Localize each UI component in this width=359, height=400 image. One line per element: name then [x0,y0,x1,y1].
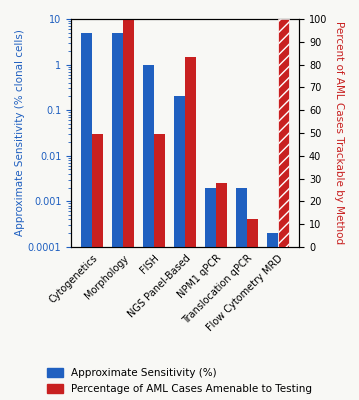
Bar [123,19,134,400]
Bar [112,33,123,400]
Bar [154,134,165,400]
Bar [267,233,278,400]
Bar [185,56,196,400]
Bar [278,19,289,247]
Bar [247,220,258,400]
Bar [174,96,185,400]
Bar [236,188,247,400]
Bar [81,33,92,400]
Bar [143,64,154,400]
Bar [92,134,103,400]
Legend: Approximate Sensitivity (%), Percentage of AML Cases Amenable to Testing: Approximate Sensitivity (%), Percentage … [43,364,316,398]
Bar [205,188,216,400]
Y-axis label: Percent of AML Cases Trackable by Method: Percent of AML Cases Trackable by Method [334,22,344,244]
Y-axis label: Approximate Sensitivity (% clonal cells): Approximate Sensitivity (% clonal cells) [15,30,25,236]
Bar [216,183,227,400]
